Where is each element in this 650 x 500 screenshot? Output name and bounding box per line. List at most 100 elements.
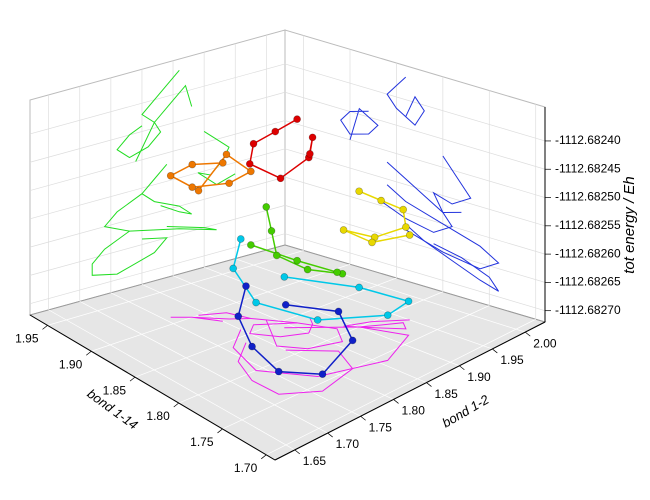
trajectory-point	[293, 115, 301, 123]
wall-grid-line	[284, 63, 546, 142]
floor-grid-line	[141, 283, 394, 400]
right-wall-projection	[386, 76, 425, 126]
z-tick-label: -1112.68260	[555, 246, 621, 260]
trajectory-point	[402, 223, 410, 231]
floor-grid-line	[48, 309, 295, 451]
floor-projection	[343, 319, 410, 330]
trajectory-point	[377, 196, 385, 205]
trajectory-point	[247, 241, 255, 249]
right-wall-projection	[432, 155, 472, 214]
x-tick	[129, 376, 136, 382]
z-tick-label: -1112.68250	[555, 190, 621, 204]
trajectory-point	[293, 256, 301, 265]
trajectory-point	[308, 133, 317, 142]
y-tick-label: 2.00	[533, 336, 557, 350]
z-tick-label: -1112.68245	[555, 161, 621, 175]
wall-grid-line	[284, 205, 546, 283]
x-tick-label: 1.80	[146, 409, 170, 423]
x-tick	[42, 325, 48, 330]
trajectory-point	[229, 264, 238, 273]
trajectory-point	[404, 297, 413, 306]
y-tick-label: 1.70	[336, 437, 360, 451]
y-tick-label: 1.95	[500, 353, 524, 367]
trajectory-point	[267, 227, 276, 235]
y-tick	[294, 449, 300, 455]
floor-grid-line	[266, 318, 536, 456]
axis-line	[274, 321, 546, 461]
floor-grid-line	[134, 277, 397, 378]
z-tick-label: -1112.68255	[555, 218, 621, 232]
trajectory-point	[339, 226, 348, 234]
floor-grid-line	[235, 258, 493, 350]
trajectory-line	[250, 206, 343, 275]
trajectory-point	[280, 273, 289, 281]
trajectory-line	[343, 190, 410, 244]
trajectory-point	[242, 282, 250, 290]
trajectory-point	[399, 205, 408, 214]
trajectory-point	[368, 238, 376, 247]
trajectory-point	[334, 307, 343, 316]
y-tick-label: 1.90	[467, 370, 491, 384]
trajectory-line	[237, 285, 354, 375]
trajectory-point	[274, 367, 283, 376]
trajectory-point	[249, 139, 258, 148]
y-tick	[393, 399, 399, 404]
floor-projection	[250, 318, 344, 350]
trajectory-point	[355, 283, 363, 292]
trajectory-point	[306, 150, 314, 158]
trajectory-point	[222, 150, 231, 159]
left-wall-projection	[116, 121, 162, 162]
right-wall-projection	[340, 107, 379, 140]
y-tick	[525, 331, 531, 337]
left-wall-projection	[141, 69, 193, 124]
trajectory-point	[252, 298, 260, 307]
wall-grid-line	[29, 148, 286, 220]
trajectory-point	[225, 179, 233, 188]
wall-grid-line	[284, 91, 546, 170]
trajectory-point	[262, 203, 271, 211]
trajectory-point	[188, 160, 197, 169]
floor-grid-line	[91, 263, 351, 352]
x-tick-label: 1.90	[59, 357, 83, 371]
left-wall-projection	[141, 163, 192, 215]
wall-grid-line	[29, 176, 286, 248]
trajectory-point	[247, 167, 255, 176]
trajectory-point	[271, 127, 280, 136]
right-wall-projection	[386, 184, 500, 270]
trajectory-point	[333, 268, 341, 277]
axis-line	[29, 314, 276, 461]
y-tick	[492, 348, 498, 354]
trajectory-point	[219, 159, 227, 167]
y-tick-label: 1.75	[369, 420, 393, 434]
wall-grid-line	[284, 176, 546, 255]
trajectory-point	[245, 160, 254, 168]
floor-grid-line	[47, 250, 304, 326]
wall-grid-line	[284, 120, 546, 198]
right-wall-projection	[377, 161, 453, 233]
wall-grid-line	[29, 233, 286, 305]
trajectory-point	[272, 251, 281, 260]
floor-grid-line	[79, 301, 328, 434]
wall-grid-line	[29, 120, 286, 191]
trajectory-line	[232, 238, 411, 321]
floor-grid-line	[172, 275, 427, 383]
floor-grid-line	[178, 291, 443, 404]
x-tick	[217, 428, 223, 434]
x-tick-label: 1.85	[103, 383, 127, 397]
trajectory-point	[383, 311, 392, 319]
y-tick-label: 1.80	[402, 404, 426, 418]
trajectory-point	[303, 265, 312, 274]
trajectory-point	[348, 336, 357, 345]
x-tick	[173, 402, 179, 408]
z-tick-label: -1112.68270	[555, 303, 621, 317]
wall-grid-line	[284, 233, 546, 312]
trajectory-point	[318, 370, 327, 378]
right-wall-projection	[405, 223, 500, 292]
z-tick-label: -1112.68240	[555, 133, 621, 147]
x-tick-label: 1.75	[190, 435, 214, 449]
trajectory-point	[248, 342, 256, 351]
trajectory-point	[313, 316, 322, 324]
trajectory-point	[194, 186, 203, 195]
